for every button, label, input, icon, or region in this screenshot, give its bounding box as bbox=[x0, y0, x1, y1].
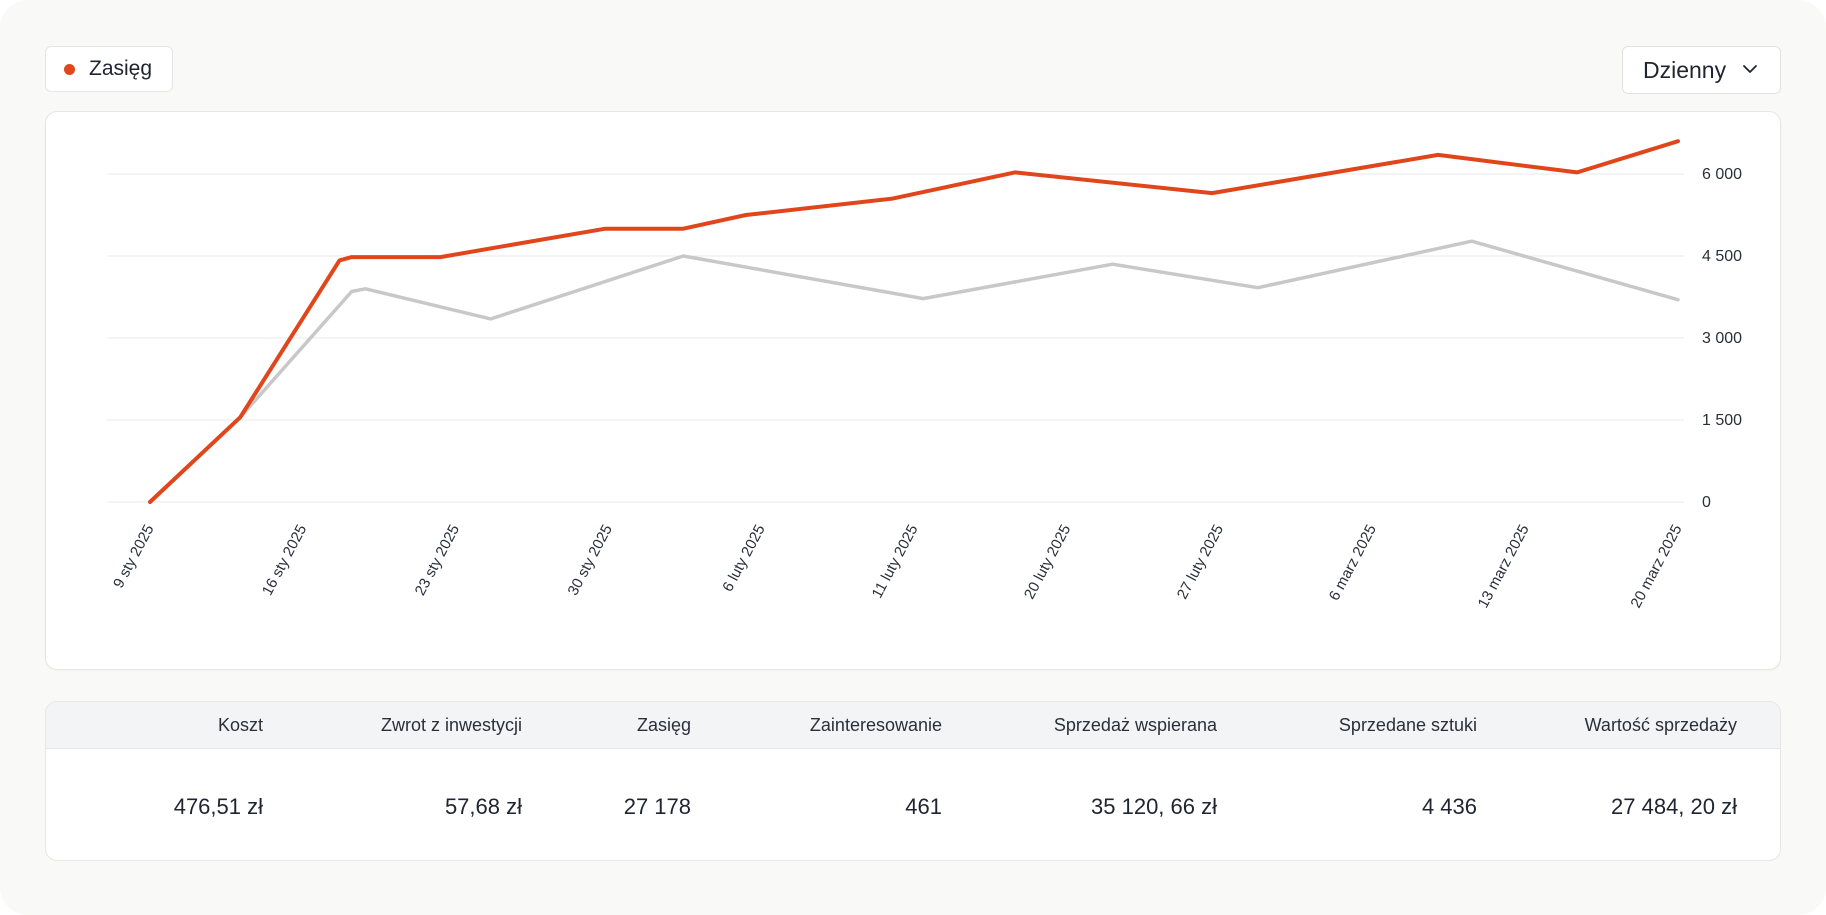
cell-zasieg: 27 178 bbox=[623, 794, 691, 819]
series-line-comparison bbox=[238, 239, 1680, 420]
cell-zwrot: 57,68 zł bbox=[444, 794, 522, 819]
y-tick-label: 6 000 bbox=[1702, 166, 1742, 183]
legend-dot-icon bbox=[64, 63, 75, 75]
column-header-zasieg: Zasięg bbox=[636, 715, 691, 735]
x-tick-label: 9 sty 2025 bbox=[110, 522, 158, 591]
chevron-down-icon bbox=[1742, 61, 1758, 79]
column-header-sprzedane-sztuki: Sprzedane sztuki bbox=[1338, 715, 1477, 735]
x-tick-label: 13 marz 2025 bbox=[1475, 522, 1533, 611]
line-chart: 0 1 500 3 000 4 500 6 000 9 sty 2025 16 sty 20… bbox=[107, 139, 1742, 611]
period-select-label: Dzienny bbox=[1643, 56, 1727, 83]
chart-card: 0 1 500 3 000 4 500 6 000 9 sty 2025 16 sty 20… bbox=[45, 111, 1781, 670]
series-line-zasieg bbox=[148, 139, 1680, 504]
x-tick-label: 20 marz 2025 bbox=[1627, 522, 1685, 611]
x-tick-label: 6 luty 2025 bbox=[719, 522, 768, 595]
x-tick-label: 27 luty 2025 bbox=[1174, 522, 1227, 602]
cell-wartosc-sprzedazy: 27 484, 20 zł bbox=[1611, 794, 1737, 819]
x-tick-label: 11 luty 2025 bbox=[869, 522, 922, 601]
cell-sprzedane-sztuki: 4 436 bbox=[1421, 794, 1477, 819]
y-tick-label: 0 bbox=[1702, 494, 1711, 511]
column-header-sprzedaz-wspierana: Sprzedaż wspierana bbox=[1053, 715, 1217, 735]
column-header-koszt: Koszt bbox=[217, 715, 263, 735]
legend-label: Zasięg bbox=[89, 57, 153, 80]
cell-zainteresowanie: 461 bbox=[905, 794, 942, 819]
y-tick-label: 1 500 bbox=[1702, 412, 1742, 429]
x-tick-label: 23 sty 2025 bbox=[412, 522, 463, 598]
metrics-table: Koszt Zwrot z inwestycji Zasięg Zaintere… bbox=[45, 701, 1781, 861]
period-select[interactable]: Dzienny bbox=[1622, 46, 1781, 94]
y-tick-label: 4 500 bbox=[1702, 248, 1742, 265]
cell-sprzedaz-wspierana: 35 120, 66 zł bbox=[1091, 794, 1217, 819]
y-tick-label: 3 000 bbox=[1702, 330, 1742, 347]
cell-koszt: 476,51 zł bbox=[173, 794, 263, 819]
legend-chip-zasieg[interactable]: Zasięg bbox=[45, 46, 174, 92]
column-header-wartosc-sprzedazy: Wartość sprzedaży bbox=[1584, 715, 1737, 735]
table-header-row: Koszt Zwrot z inwestycji Zasięg Zaintere… bbox=[46, 702, 1780, 749]
column-header-zainteresowanie: Zainteresowanie bbox=[809, 715, 942, 735]
column-header-zwrot: Zwrot z inwestycji bbox=[380, 715, 522, 735]
x-tick-label: 6 marz 2025 bbox=[1326, 522, 1380, 604]
x-tick-label: 30 sty 2025 bbox=[565, 522, 616, 598]
x-tick-label: 20 luty 2025 bbox=[1021, 522, 1074, 602]
x-tick-label: 16 sty 2025 bbox=[259, 522, 310, 598]
